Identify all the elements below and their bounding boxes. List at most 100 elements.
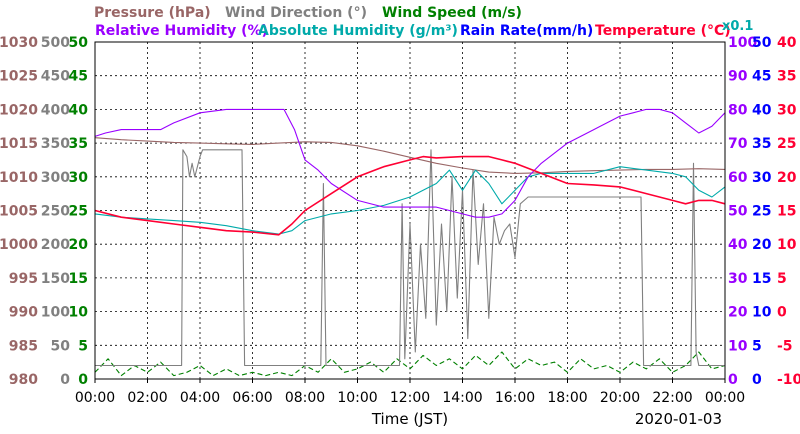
y-tick-label-wind-speed: 5 [78,338,88,354]
y-tick-label-rh: 10 [728,338,748,354]
y-tick-label-temp: 40 [777,35,797,51]
y-tick-label-wind-dir: 50 [51,338,71,354]
y-tick-label-wind-speed: 35 [69,136,88,152]
y-tick-label-wind-dir: 400 [41,102,70,118]
y-tick-label-temp: -5 [777,338,793,354]
legend-wind-direction: Wind Direction (°) [225,5,367,21]
y-tick-label-rh: 20 [728,305,748,321]
y-tick-label-rain: 30 [752,170,772,186]
series-line-wind-speed [94,351,726,377]
series-line-temp [94,155,726,236]
legend-scale-note: x0.1 [722,19,753,34]
y-tick-label-temp: 30 [777,102,797,118]
y-tick-label-rh: 70 [728,136,748,152]
y-tick-label-wind-speed: 15 [69,271,88,287]
legend-absolute-humidity: Absolute Humidity (g/m³) [258,23,458,39]
y-tick-label-pressure: 1000 [0,237,38,253]
y-tick-label-rh: 0 [728,372,738,388]
y-tick-label-rain: 0 [752,372,762,388]
legend-rain-rate: Rain Rate(mm/h) [460,23,593,39]
y-tick-label-pressure: 990 [9,305,38,321]
y-tick-label-temp: 5 [777,271,787,287]
x-tick-label: 04:00 [180,390,220,406]
y-tick-label-wind-speed: 50 [69,35,89,51]
y-tick-label-pressure: 1025 [0,69,38,85]
y-tick-label-wind-dir: 0 [60,372,70,388]
y-tick-label-pressure: 1010 [0,170,38,186]
legend-wind-speed: Wind Speed (m/s) [382,5,522,21]
y-tick-label-wind-dir: 450 [41,69,70,85]
y-tick-label-pressure: 980 [9,372,38,388]
series-line-rh [94,108,726,218]
y-tick-label-temp: 25 [777,136,796,152]
y-tick-label-rh: 60 [728,170,748,186]
y-tick-label-wind-dir: 300 [41,170,70,186]
y-tick-label-wind-dir: 250 [41,204,70,220]
y-tick-label-rain: 35 [752,136,771,152]
legend-temperature: Temperature (°C) [595,23,731,39]
date-label: 2020-01-03 [635,410,722,428]
y-tick-label-rh: 90 [728,69,748,85]
y-tick-label-rh: 50 [728,204,748,220]
y-tick-label-pressure: 1015 [0,136,38,152]
series-line-rh-absolute [94,166,726,235]
y-tick-label-wind-speed: 40 [69,102,89,118]
x-axis-label: Time (JST) [371,410,448,428]
y-tick-label-rain: 50 [752,35,772,51]
x-tick-label: 20:00 [600,390,640,406]
series-line-pressure [94,137,726,174]
series-line-wind-dir [95,149,725,367]
y-tick-label-rh: 100 [728,35,757,51]
y-tick-label-temp: -10 [777,372,800,388]
x-tick-label: 12:00 [390,390,430,406]
x-tick-label: 00:00 [705,390,745,406]
y-tick-label-rain: 25 [752,204,771,220]
y-tick-label-temp: 15 [777,204,796,220]
y-tick-label-temp: 20 [777,170,797,186]
y-tick-label-pressure: 985 [9,338,38,354]
y-tick-label-wind-dir: 350 [41,136,70,152]
y-tick-label-rain: 10 [752,305,772,321]
y-tick-label-rh: 30 [728,271,748,287]
y-tick-label-wind-speed: 30 [69,170,89,186]
y-tick-label-temp: 0 [777,305,787,321]
y-tick-label-wind-speed: 10 [69,305,89,321]
y-tick-label-rain: 40 [752,102,772,118]
y-tick-label-rh: 40 [728,237,748,253]
y-tick-label-pressure: 995 [9,271,38,287]
y-tick-label-wind-dir: 150 [41,271,70,287]
legend-row-2: Relative Humidity (%) Absolute Humidity … [95,19,753,39]
y-tick-label-wind-speed: 0 [78,372,88,388]
x-tick-label: 00:00 [75,390,115,406]
chart-axes: 9809859909951000100510101015102010251030… [0,35,800,388]
y-tick-label-rh: 80 [728,102,748,118]
x-tick-label: 06:00 [232,390,272,406]
x-tick-label: 10:00 [337,390,377,406]
y-tick-label-wind-speed: 45 [69,69,88,85]
y-tick-label-rain: 20 [752,237,772,253]
x-tick-label: 16:00 [495,390,535,406]
x-tick-label: 02:00 [127,390,167,406]
legend-relative-humidity: Relative Humidity (%) [95,23,268,39]
y-tick-label-wind-dir: 200 [41,237,70,253]
y-tick-label-temp: 35 [777,69,796,85]
y-tick-label-wind-dir: 500 [41,35,70,51]
y-tick-label-temp: 10 [777,237,797,253]
y-tick-label-pressure: 1030 [0,35,38,51]
y-tick-label-wind-speed: 25 [69,204,88,220]
y-tick-label-rain: 45 [752,69,771,85]
y-tick-label-rain: 5 [752,338,762,354]
y-tick-label-pressure: 1020 [0,102,38,118]
x-tick-label: 08:00 [285,390,325,406]
y-tick-label-wind-dir: 100 [41,305,70,321]
x-tick-label: 14:00 [442,390,482,406]
x-axis: 00:00 02:00 04:00 06:00 08:00 10:00 12:00 14:00… [75,379,745,406]
legend-row-1: Pressure (hPa) Wind Direction (°) Wind S… [94,5,522,21]
x-tick-label: 22:00 [652,390,692,406]
y-tick-label-wind-speed: 20 [69,237,89,253]
legend-pressure: Pressure (hPa) [94,5,211,21]
y-tick-label-rain: 15 [752,271,771,287]
x-tick-label: 18:00 [547,390,587,406]
y-tick-label-pressure: 1005 [0,204,38,220]
